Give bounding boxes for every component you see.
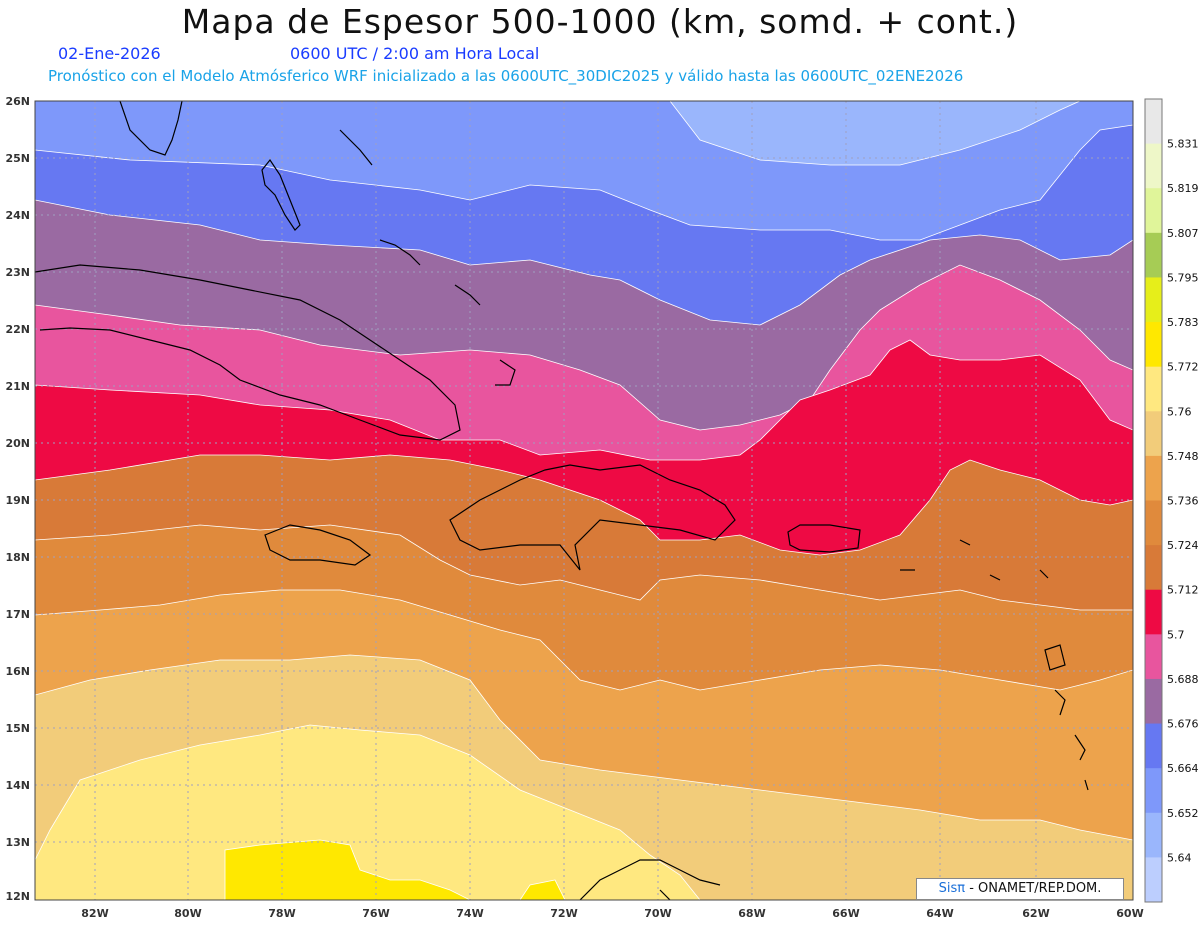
page-title: Mapa de Espesor 500-1000 (km, somd. + co… [181, 2, 1019, 41]
colorbar-label: 5.795 [1167, 271, 1199, 284]
colorbar-swatch [1145, 143, 1162, 189]
puerto-rico-coast [787, 524, 861, 553]
lon-tick-label: 78W [268, 907, 295, 920]
graticule [35, 101, 1133, 900]
lat-tick-label: 14N [5, 779, 30, 792]
forecast-date: 02-Ene-2026 [58, 44, 161, 63]
colorbar-label: 5.736 [1167, 495, 1199, 508]
colorbar-label: 5.64 [1167, 851, 1192, 864]
lat-tick-label: 25N [5, 152, 30, 165]
bahamas-andros [261, 158, 301, 231]
lon-tick-label: 80W [174, 907, 201, 920]
lat-tick-label: 15N [5, 722, 30, 735]
colorbar-label: 5.712 [1167, 584, 1199, 597]
lat-tick-label: 12N [5, 890, 30, 903]
lon-tick-label: 82W [81, 907, 108, 920]
colorbar-swatch [1145, 188, 1162, 234]
colorbar-swatch [1145, 277, 1162, 323]
lon-tick-label: 62W [1022, 907, 1049, 920]
lon-tick-label: 76W [362, 907, 389, 920]
colorbar-label: 5.676 [1167, 718, 1199, 731]
colorbar: 5.831 5.819 5.807 5.795 5.783 5.772 5.76 5.748 5… [1144, 98, 1199, 903]
colorbar-swatch [1145, 723, 1162, 769]
colorbar-swatch [1145, 589, 1162, 635]
colorbar-label: 5.772 [1167, 361, 1199, 374]
credit-text: - ONAMET/REP.DOM. [965, 881, 1102, 896]
lat-axis: 26N 25N 24N 23N 22N 21N 20N 19N 18N 17N … [5, 95, 30, 903]
colorbar-label: 5.748 [1167, 450, 1199, 463]
lat-tick-label: 21N [5, 380, 30, 393]
lat-tick-label: 13N [5, 836, 30, 849]
band-5.772 [35, 724, 701, 900]
lon-tick-label: 60W [1116, 907, 1143, 920]
colorbar-label: 5.688 [1167, 673, 1199, 686]
lon-tick-label: 66W [832, 907, 859, 920]
credit-brand: Sisπ [938, 881, 966, 896]
lat-tick-label: 16N [5, 665, 30, 678]
bahamas-islands [339, 129, 516, 386]
coastlines [35, 101, 1089, 900]
forecast-time: 0600 UTC / 2:00 am Hora Local [290, 44, 540, 63]
colorbar-label: 5.724 [1167, 539, 1199, 552]
colorbar-swatch [1145, 634, 1162, 680]
colorbar-swatch [1145, 678, 1162, 725]
colorbar-label: 5.783 [1167, 316, 1199, 329]
colorbar-label: 5.664 [1167, 762, 1199, 775]
lon-tick-label: 70W [644, 907, 671, 920]
colorbar-swatch [1145, 99, 1162, 145]
lat-tick-label: 23N [5, 266, 30, 279]
colorbar-swatch [1145, 812, 1162, 858]
colorbar-swatch [1145, 232, 1162, 278]
credit-box: Sisπ - ONAMET/REP.DOM. [916, 878, 1124, 900]
lat-tick-label: 26N [5, 95, 30, 108]
colorbar-label: 5.819 [1167, 182, 1199, 195]
colorbar-label: 5.76 [1167, 405, 1192, 418]
lon-tick-label: 72W [550, 907, 577, 920]
colorbar-swatch [1145, 857, 1162, 903]
colorbar-frame [1144, 98, 1163, 903]
cuba-coast [35, 264, 461, 441]
colorbar-label: 5.831 [1167, 138, 1199, 151]
lat-tick-label: 24N [5, 209, 30, 222]
colorbar-swatch [1145, 545, 1162, 591]
lon-tick-label: 74W [456, 907, 483, 920]
lat-tick-label: 18N [5, 551, 30, 564]
forecast-subtitle: Pronóstico con el Modelo Atmósferico WRF… [48, 67, 964, 85]
hispaniola-coast [449, 464, 736, 571]
jamaica-coast [264, 524, 372, 566]
colorbar-swatch [1145, 768, 1162, 814]
colorbar-swatch [1145, 411, 1162, 457]
lesser-antilles [900, 539, 1089, 791]
florida-coast [119, 101, 183, 156]
colorbar-swatch [1145, 366, 1162, 412]
colorbar-swatch [1145, 322, 1162, 368]
colorbar-label: 5.807 [1167, 227, 1199, 240]
lat-tick-label: 20N [5, 437, 30, 450]
lon-tick-label: 68W [738, 907, 765, 920]
band-5.783 [224, 839, 566, 900]
colorbar-swatch [1145, 455, 1162, 501]
lat-tick-label: 19N [5, 494, 30, 507]
colorbar-label: 5.7 [1167, 628, 1185, 641]
colorbar-label: 5.652 [1167, 807, 1199, 820]
lat-tick-label: 22N [5, 323, 30, 336]
south-america-coast [579, 859, 721, 900]
lat-tick-label: 17N [5, 608, 30, 621]
lon-axis: 82W 80W 78W 76W 74W 72W 70W 68W 66W 64W … [81, 907, 1143, 920]
colorbar-swatch [1145, 500, 1162, 546]
lon-tick-label: 64W [926, 907, 953, 920]
